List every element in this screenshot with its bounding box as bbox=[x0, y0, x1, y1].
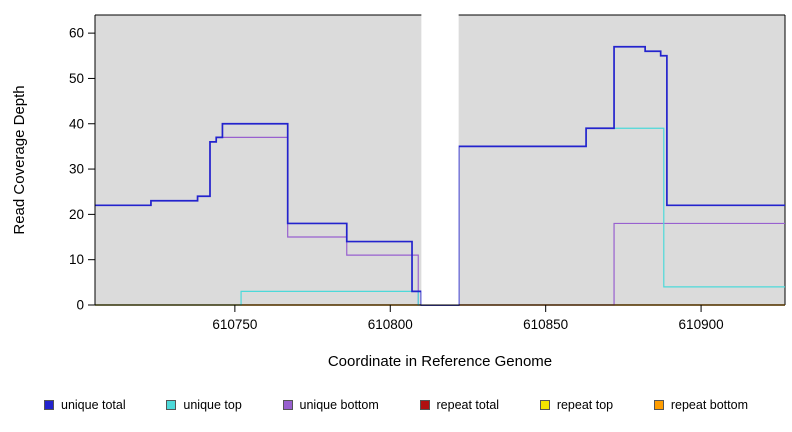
legend-label: repeat total bbox=[436, 398, 500, 412]
x-tick-label: 610800 bbox=[368, 317, 413, 332]
legend-label: unique bottom bbox=[299, 398, 379, 412]
repeat-top-swatch bbox=[539, 400, 550, 410]
unique-total-swatch bbox=[44, 400, 54, 410]
y-tick-label: 50 bbox=[69, 71, 84, 86]
coverage-chart: Coordinate in Reference Genome Read Cove… bbox=[11, 8, 786, 370]
series-unique-total bbox=[95, 45, 785, 306]
legend-item-repeat-total: repeat total bbox=[419, 398, 500, 412]
unique-bottom-swatch bbox=[282, 400, 293, 410]
legend-label: repeat bottom bbox=[670, 398, 748, 412]
repeat-total-swatch bbox=[419, 400, 430, 410]
y-tick-label: 10 bbox=[69, 252, 84, 267]
chart-legend: unique total unique top unique bottom repea… bbox=[0, 385, 792, 425]
legend-label: unique total bbox=[61, 398, 126, 412]
y-tick-label: 60 bbox=[69, 26, 84, 41]
coverage-gap-band bbox=[421, 8, 459, 305]
legend-label: repeat top bbox=[556, 398, 614, 412]
legend-item-unique-bottom: unique bottom bbox=[282, 398, 379, 412]
x-tick-label: 610850 bbox=[523, 317, 568, 332]
x-tick-label: 610900 bbox=[679, 317, 724, 332]
legend-item-unique-total: unique total bbox=[44, 398, 126, 412]
legend-item-repeat-bottom: repeat bottom bbox=[653, 398, 748, 412]
unique-top-swatch bbox=[166, 400, 177, 410]
y-tick-label: 30 bbox=[69, 162, 84, 177]
legend-item-unique-top: unique top bbox=[166, 398, 242, 412]
coverage-plot-svg: Coordinate in Reference Genome Read Cove… bbox=[11, 8, 786, 370]
y-axis-title: Read Coverage Depth bbox=[11, 85, 28, 234]
legend-item-repeat-top: repeat top bbox=[539, 398, 614, 412]
x-axis-title: Coordinate in Reference Genome bbox=[328, 353, 552, 370]
legend-label: unique top bbox=[183, 398, 242, 412]
x-tick-label: 610750 bbox=[212, 317, 257, 332]
y-tick-label: 20 bbox=[69, 207, 84, 222]
y-tick-label: 40 bbox=[69, 116, 84, 131]
repeat-bottom-swatch bbox=[653, 400, 664, 410]
y-tick-label: 0 bbox=[76, 298, 84, 313]
